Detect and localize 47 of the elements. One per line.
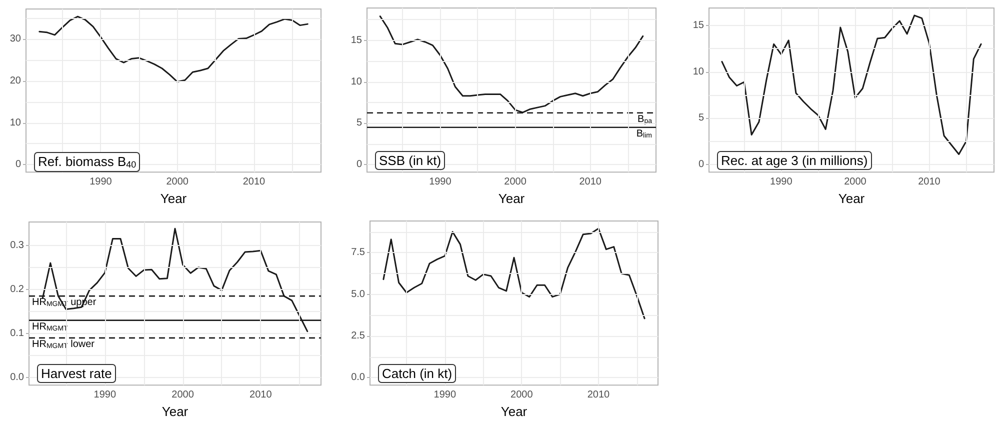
y-tick-label: 0.0	[10, 372, 24, 384]
x-tick-label: 2010	[918, 176, 941, 188]
y-tick-label: 5.0	[351, 288, 366, 300]
y-tick-label: 0	[698, 158, 704, 170]
text: Catch (in kt)	[382, 366, 452, 381]
x-tick-label: 1990	[434, 390, 456, 401]
y-tick-label: 0.3	[10, 240, 24, 251]
y-tick-label: 15	[350, 34, 362, 46]
y-tick-label: 0	[356, 159, 362, 170]
x-tick-label: 2000	[172, 390, 194, 401]
y-tick-label: 30	[10, 34, 22, 45]
x-tick-label: 1990	[429, 176, 452, 188]
text: Harvest rate	[41, 366, 112, 381]
y-tick-label: 0	[15, 159, 22, 170]
x-axis-title: Year	[162, 404, 189, 419]
line-series	[382, 228, 646, 320]
x-axis-title: Year	[500, 404, 528, 419]
y-tick-label: 0.2	[10, 284, 24, 295]
x-tick-label: 1990	[94, 390, 116, 401]
line-series	[38, 16, 308, 83]
y-tick-label: 20	[10, 75, 22, 86]
x-tick-label: 1990	[90, 176, 112, 188]
y-tick-label: 0.1	[10, 328, 24, 340]
x-tick-label: 2010	[242, 176, 266, 188]
y-tick-label: 2.5	[351, 330, 366, 342]
x-tick-label: 1990	[770, 176, 793, 188]
y-tick-label: 10	[10, 117, 22, 128]
x-tick-label: 2000	[844, 176, 867, 188]
x-tick-label: 2000	[166, 176, 189, 188]
x-axis-title: Year	[160, 191, 188, 206]
x-tick-label: 2010	[587, 390, 610, 401]
y-tick-label: 15	[692, 20, 704, 32]
line-series	[721, 14, 982, 155]
y-tick-label: 5	[356, 118, 362, 129]
x-tick-label: 2010	[250, 390, 272, 401]
x-tick-label: 2010	[579, 176, 602, 188]
text: Rec. at age 3 (in millions)	[721, 153, 868, 168]
text: SSB (in kt)	[379, 153, 442, 168]
y-tick-label: 10	[350, 76, 362, 88]
y-tick-label: 10	[692, 66, 704, 78]
y-tick-label: 5	[698, 112, 704, 124]
x-tick-label: 2000	[510, 390, 534, 401]
x-tick-label: 2000	[504, 176, 527, 188]
y-tick-label: 0.0	[351, 372, 366, 384]
x-axis-title: Year	[498, 191, 526, 206]
x-axis-title: Year	[838, 191, 866, 206]
y-tick-label: 7.5	[351, 247, 366, 258]
